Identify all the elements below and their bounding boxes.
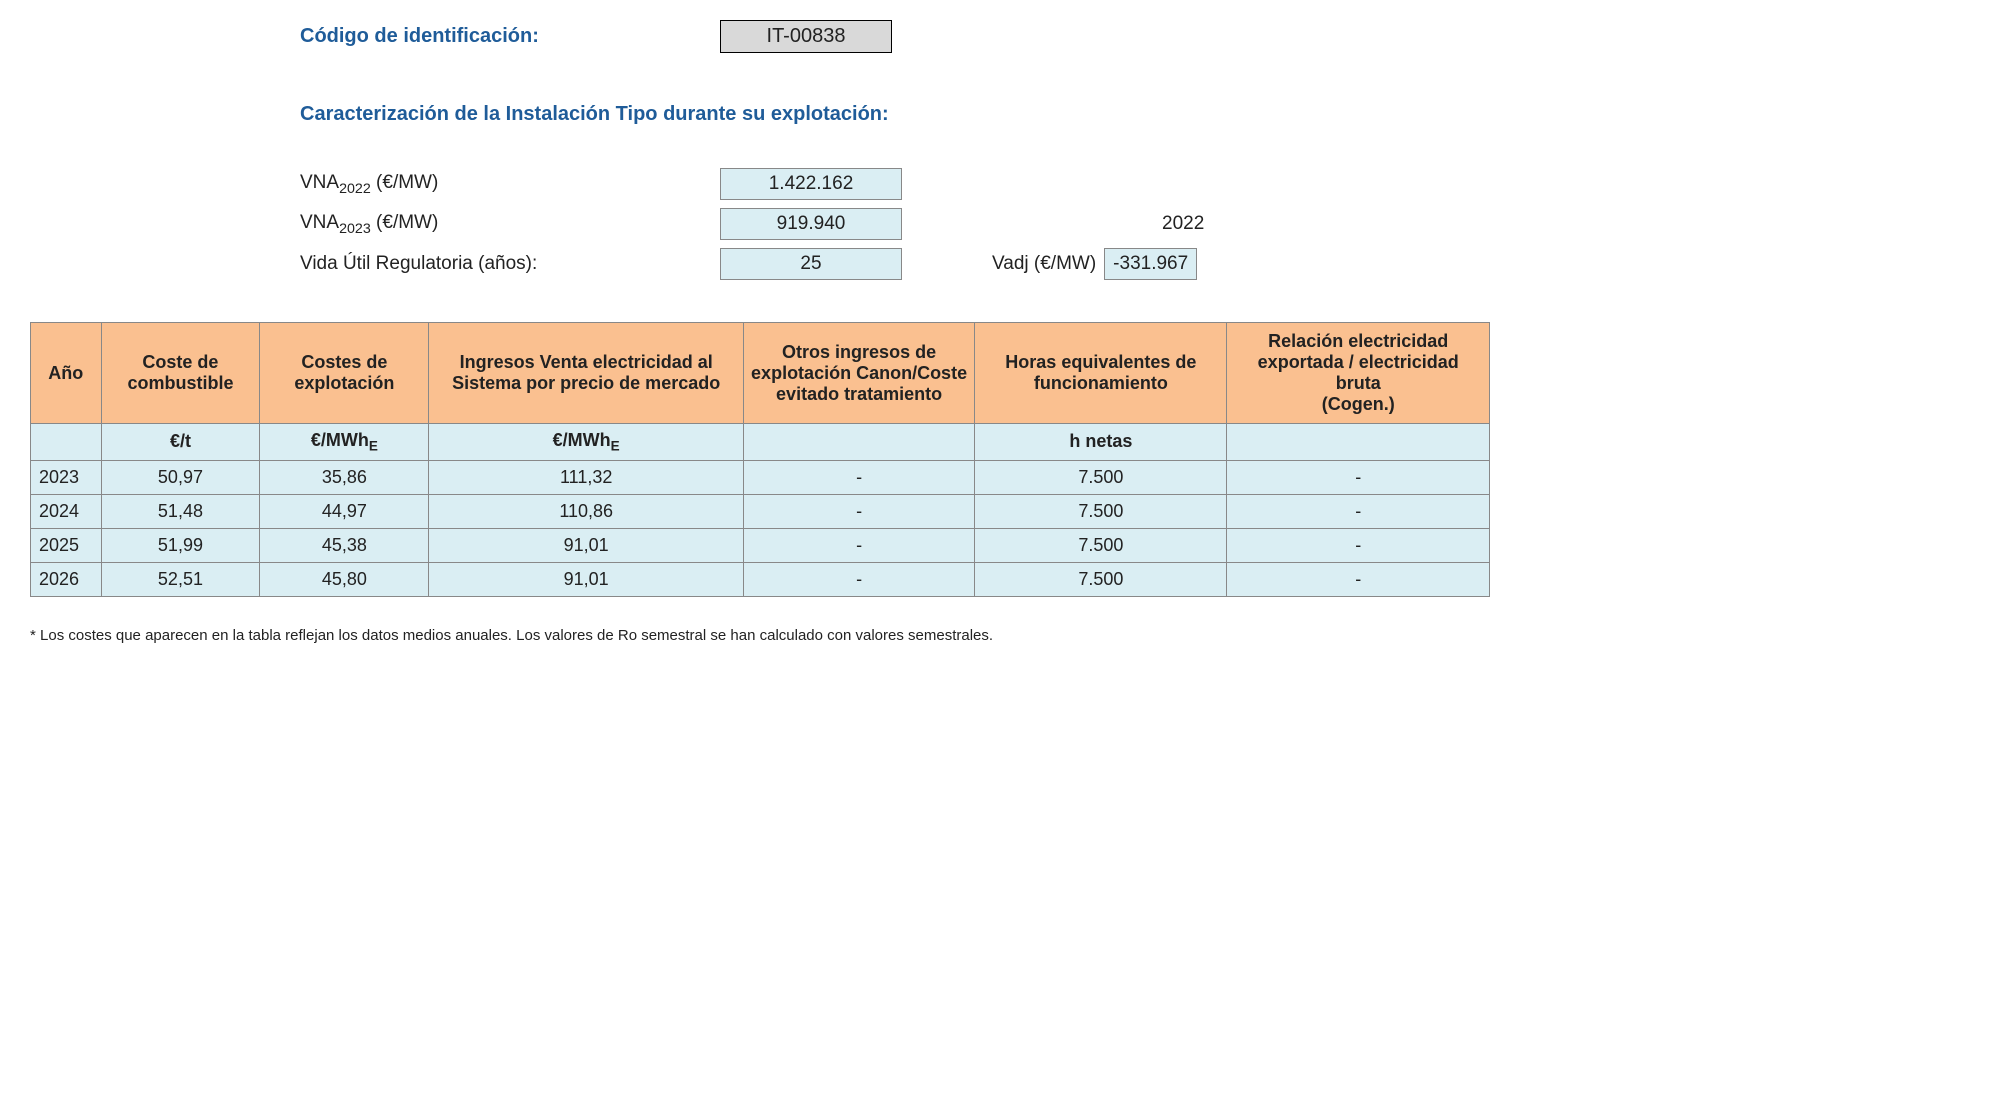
vna-2022-label: VNA2022 (€/MW) <box>300 172 720 197</box>
vna-2023-post: (€/MW) <box>371 212 439 233</box>
vna-2022-post: (€/MW) <box>371 172 439 193</box>
cell-fuel: 51,99 <box>101 528 260 562</box>
vna-2023-row: VNA2023 (€/MW) 919.940 2022 <box>300 206 1980 242</box>
unit-other <box>743 424 974 461</box>
section-title: Caracterización de la Instalación Tipo d… <box>300 103 1980 126</box>
vna-2022-pre: VNA <box>300 172 339 193</box>
units-row: €/t €/MWhE €/MWhE h netas <box>31 424 1490 461</box>
cell-opex: 45,38 <box>260 528 429 562</box>
id-label: Código de identificación: <box>300 25 720 48</box>
vida-util-label: Vida Útil Regulatoria (años): <box>300 253 720 275</box>
data-table: Año Coste de combustible Costes de explo… <box>30 322 1490 597</box>
vadj-value: -331.967 <box>1104 248 1197 280</box>
vna-2023-value: 919.940 <box>720 208 902 240</box>
cell-other: - <box>743 528 974 562</box>
table-row: 2026 52,51 45,80 91,01 - 7.500 - <box>31 562 1490 596</box>
vna-2023-label: VNA2023 (€/MW) <box>300 212 720 237</box>
unit-hours: h netas <box>975 424 1227 461</box>
table-row: 2024 51,48 44,97 110,86 - 7.500 - <box>31 494 1490 528</box>
cell-fuel: 52,51 <box>101 562 260 596</box>
col-other-header: Otros ingresos de explotación Canon/Cost… <box>743 323 974 424</box>
cell-income: 111,32 <box>429 460 743 494</box>
cell-fuel: 50,97 <box>101 460 260 494</box>
cell-opex: 45,80 <box>260 562 429 596</box>
cell-hours: 7.500 <box>975 528 1227 562</box>
cell-year: 2024 <box>31 494 102 528</box>
cell-other: - <box>743 460 974 494</box>
footnote: * Los costes que aparecen en la tabla re… <box>30 627 1980 644</box>
vida-util-value: 25 <box>720 248 902 280</box>
col-ratio-header: Relación electricidad exportada / electr… <box>1227 323 1490 424</box>
table-row: 2025 51,99 45,38 91,01 - 7.500 - <box>31 528 1490 562</box>
vna-2022-row: VNA2022 (€/MW) 1.422.162 <box>300 166 1980 202</box>
unit-year <box>31 424 102 461</box>
cell-ratio: - <box>1227 562 1490 596</box>
col-ratio-line1: Relación electricidad exportada / electr… <box>1258 331 1459 393</box>
col-year-header: Año <box>31 323 102 424</box>
vna-2022-value: 1.422.162 <box>720 168 902 200</box>
cell-hours: 7.500 <box>975 460 1227 494</box>
col-hours-header: Horas equivalentes de funcionamiento <box>975 323 1227 424</box>
cell-year: 2025 <box>31 528 102 562</box>
cell-ratio: - <box>1227 528 1490 562</box>
cell-fuel: 51,48 <box>101 494 260 528</box>
cell-hours: 7.500 <box>975 562 1227 596</box>
cell-opex: 35,86 <box>260 460 429 494</box>
col-opex-header: Costes de explotación <box>260 323 429 424</box>
cell-ratio: - <box>1227 460 1490 494</box>
unit-income-pre: €/MWh <box>553 430 611 450</box>
cell-year: 2026 <box>31 562 102 596</box>
unit-opex-sub: E <box>369 439 378 454</box>
col-fuel-header: Coste de combustible <box>101 323 260 424</box>
id-value-box: IT-00838 <box>720 20 892 53</box>
table-row: 2023 50,97 35,86 111,32 - 7.500 - <box>31 460 1490 494</box>
reference-year: 2022 <box>1162 213 1204 235</box>
table-header: Año Coste de combustible Costes de explo… <box>31 323 1490 424</box>
parameters-block: VNA2022 (€/MW) 1.422.162 VNA2023 (€/MW) … <box>300 166 1980 282</box>
unit-income: €/MWhE <box>429 424 743 461</box>
header-row: Año Coste de combustible Costes de explo… <box>31 323 1490 424</box>
cell-other: - <box>743 494 974 528</box>
unit-opex-pre: €/MWh <box>311 430 369 450</box>
col-ratio-line2: (Cogen.) <box>1322 394 1395 414</box>
identification-row: Código de identificación: IT-00838 <box>300 20 1980 53</box>
unit-ratio <box>1227 424 1490 461</box>
unit-fuel: €/t <box>101 424 260 461</box>
vadj-label: Vadj (€/MW) <box>992 253 1096 275</box>
cell-year: 2023 <box>31 460 102 494</box>
cell-hours: 7.500 <box>975 494 1227 528</box>
vna-2022-sub: 2022 <box>339 180 371 196</box>
cell-other: - <box>743 562 974 596</box>
vna-2023-pre: VNA <box>300 212 339 233</box>
col-income-header: Ingresos Venta electricidad al Sistema p… <box>429 323 743 424</box>
cell-income: 91,01 <box>429 562 743 596</box>
cell-ratio: - <box>1227 494 1490 528</box>
cell-income: 91,01 <box>429 528 743 562</box>
vna-2023-sub: 2023 <box>339 220 371 236</box>
unit-income-sub: E <box>611 439 620 454</box>
cell-income: 110,86 <box>429 494 743 528</box>
unit-opex: €/MWhE <box>260 424 429 461</box>
vida-util-row: Vida Útil Regulatoria (años): 25 Vadj (€… <box>300 246 1980 282</box>
cell-opex: 44,97 <box>260 494 429 528</box>
table-body: €/t €/MWhE €/MWhE h netas 2023 50,97 35,… <box>31 424 1490 597</box>
